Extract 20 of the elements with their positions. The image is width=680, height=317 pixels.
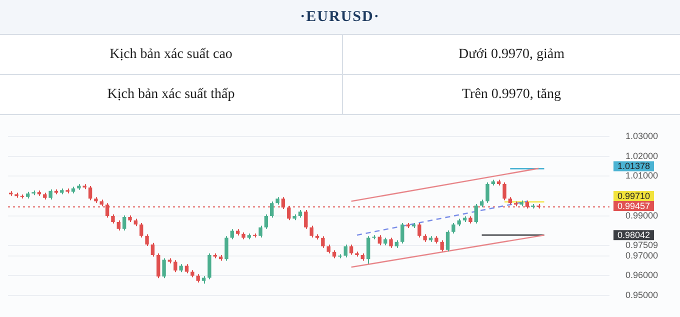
candlestick — [406, 222, 410, 228]
text: Dưới 0.9970, giảm — [342, 35, 680, 74]
y-tick-label: 0.95000 — [625, 290, 658, 300]
text: Trên 0.9970, tăng — [342, 74, 680, 114]
y-tick-label: 1.03000 — [625, 130, 658, 141]
ref-line-label: 0.99457 — [617, 200, 650, 211]
y-tick-label: 0.99000 — [625, 210, 658, 220]
y-tick-label: 1.01000 — [625, 170, 658, 181]
y-tick-label: 1.02000 — [625, 150, 658, 161]
candlestick — [94, 196, 98, 204]
text: Kịch bản xác suất thấp — [0, 74, 342, 114]
candlestick — [355, 251, 359, 258]
text: 1.01378 — [617, 161, 650, 172]
text: Kịch bản xác suất cao — [0, 35, 342, 74]
text: 0.99710 — [617, 190, 650, 201]
chart-title: ·EURUSD· — [0, 0, 680, 35]
y-tick-label: 0.97000 — [625, 250, 658, 260]
y-tick-label: 0.97509 — [625, 240, 658, 250]
y-tick-label: 0.96000 — [625, 270, 658, 280]
text: 0.98042 — [617, 230, 650, 240]
